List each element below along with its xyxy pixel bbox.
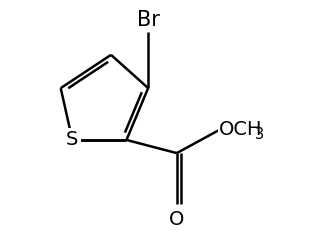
Text: OCH: OCH — [219, 120, 263, 139]
Text: S: S — [66, 130, 78, 149]
Text: Br: Br — [137, 10, 160, 30]
Text: 3: 3 — [255, 127, 264, 142]
Text: O: O — [169, 210, 184, 229]
